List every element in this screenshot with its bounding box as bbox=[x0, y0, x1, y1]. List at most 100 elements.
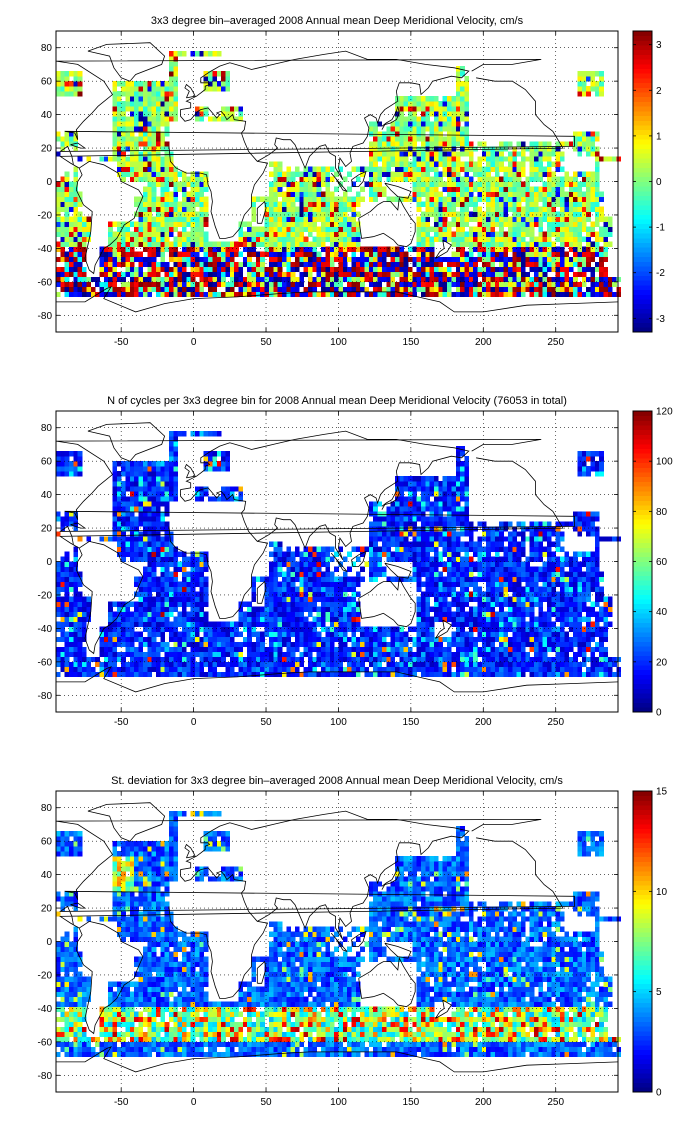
bin-cell bbox=[373, 136, 378, 142]
bin-cell bbox=[147, 631, 152, 638]
bin-cell bbox=[221, 281, 226, 288]
bin-cell bbox=[460, 161, 465, 167]
bin-cell bbox=[599, 266, 604, 273]
bin-cell bbox=[555, 176, 561, 182]
bin-cell bbox=[129, 556, 135, 562]
bin-cell bbox=[581, 256, 587, 263]
bin-cell bbox=[334, 256, 339, 263]
bin-cell bbox=[195, 641, 200, 648]
bin-cell bbox=[155, 201, 161, 207]
bin-cell bbox=[121, 516, 126, 522]
bin-cell bbox=[121, 526, 126, 532]
bin-cell bbox=[538, 176, 543, 182]
bin-cell bbox=[468, 201, 474, 207]
bin-cell bbox=[468, 151, 474, 157]
bin-cell bbox=[399, 166, 404, 172]
bin-cell bbox=[238, 611, 244, 617]
bin-cell bbox=[177, 666, 183, 673]
bin-cell bbox=[438, 271, 444, 278]
bin-cell bbox=[99, 536, 105, 542]
bin-cell bbox=[160, 591, 165, 597]
bin-cell bbox=[386, 271, 391, 278]
bin-cell bbox=[160, 111, 165, 117]
bin-cell bbox=[538, 241, 543, 248]
bin-cell bbox=[551, 266, 557, 273]
bin-cell bbox=[203, 281, 209, 288]
bin-cell bbox=[195, 261, 200, 268]
bin-cell bbox=[160, 91, 165, 97]
bin-cell bbox=[299, 211, 304, 217]
bin-cell bbox=[134, 546, 139, 552]
bin-cell bbox=[129, 636, 135, 643]
bin-cell bbox=[121, 626, 126, 633]
bin-cell bbox=[168, 156, 174, 162]
bin-cell bbox=[312, 606, 318, 612]
bin-cell bbox=[129, 466, 135, 472]
bin-cell bbox=[468, 286, 474, 293]
bin-cell bbox=[225, 666, 231, 673]
bin-cell bbox=[581, 216, 587, 222]
bin-cell bbox=[234, 661, 239, 668]
bin-cell bbox=[190, 271, 196, 278]
bin-cell bbox=[529, 291, 535, 298]
bin-cell bbox=[56, 91, 61, 97]
bin-cell bbox=[455, 176, 461, 182]
bin-cell bbox=[69, 256, 74, 263]
bin-cell bbox=[138, 536, 144, 542]
bin-cell bbox=[438, 231, 444, 237]
bin-cell bbox=[151, 636, 157, 643]
bin-cell bbox=[464, 286, 470, 293]
bin-cell bbox=[434, 206, 439, 212]
bin-cell bbox=[77, 266, 83, 273]
bin-cell bbox=[451, 146, 457, 152]
bin-cell bbox=[64, 521, 70, 527]
bin-cell bbox=[481, 171, 487, 177]
bin-cell bbox=[303, 631, 309, 638]
bin-cell bbox=[142, 591, 148, 597]
bin-cell bbox=[281, 631, 287, 638]
bin-cell bbox=[155, 596, 161, 602]
bin-cell bbox=[64, 291, 70, 298]
bin-cell bbox=[69, 201, 74, 207]
bin-cell bbox=[242, 246, 248, 253]
bin-cell bbox=[434, 126, 439, 132]
bin-cell bbox=[399, 136, 404, 142]
bin-cell bbox=[142, 106, 148, 112]
y-tick-label: 20 bbox=[41, 144, 53, 155]
bin-cell bbox=[60, 251, 65, 258]
bin-cell bbox=[138, 556, 144, 562]
bin-cell bbox=[329, 276, 335, 283]
bin-cell bbox=[121, 111, 126, 117]
bin-cell bbox=[229, 656, 235, 663]
bin-cell bbox=[338, 241, 344, 248]
bin-cell bbox=[151, 191, 157, 197]
bin-cell bbox=[134, 656, 139, 663]
bin-cell bbox=[216, 661, 222, 668]
bin-cell bbox=[325, 631, 331, 638]
bin-cell bbox=[260, 196, 265, 202]
bin-cell bbox=[116, 636, 122, 643]
bin-cell bbox=[573, 211, 578, 217]
bin-cell bbox=[155, 616, 161, 622]
bin-cell bbox=[512, 176, 517, 182]
bin-cell bbox=[273, 631, 278, 638]
bin-cell bbox=[394, 116, 400, 122]
bin-cell bbox=[442, 266, 448, 273]
bin-cell bbox=[281, 581, 287, 587]
bin-cell bbox=[338, 631, 344, 638]
bin-cell bbox=[125, 671, 131, 678]
bin-cell bbox=[525, 226, 530, 232]
bin-cell bbox=[264, 226, 270, 232]
bin-cell bbox=[520, 211, 526, 217]
bin-cell bbox=[507, 266, 513, 273]
bin-cell bbox=[520, 291, 526, 298]
bin-cell bbox=[116, 621, 122, 628]
bin-cell bbox=[116, 81, 122, 87]
bin-cell bbox=[229, 491, 235, 497]
bin-cell bbox=[533, 281, 539, 288]
bin-cell bbox=[294, 166, 300, 172]
bin-cell bbox=[421, 121, 426, 127]
bin-cell bbox=[121, 236, 126, 242]
bin-cell bbox=[112, 141, 118, 147]
bin-cell bbox=[64, 171, 70, 177]
